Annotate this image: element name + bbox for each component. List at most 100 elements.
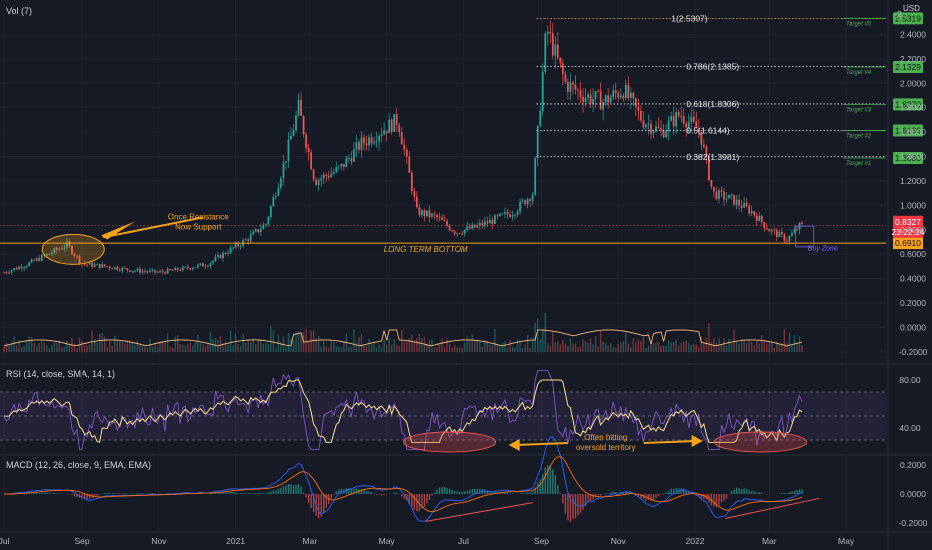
volume-bar (401, 329, 403, 352)
volume-bar (592, 344, 594, 352)
macd-histogram-bar (479, 488, 481, 494)
macd-histogram-bar (96, 494, 98, 496)
candle-body (305, 134, 307, 149)
candle-body (786, 240, 788, 242)
macd-histogram-bar (539, 479, 541, 494)
macd-histogram-bar (222, 492, 224, 494)
candle-body (723, 191, 725, 200)
candle-body (597, 91, 599, 93)
candle-body (363, 137, 365, 144)
candle-body (617, 93, 620, 98)
oversold-arrowhead-right (691, 435, 703, 447)
candle-body (285, 161, 287, 163)
volume-bar (20, 346, 23, 352)
long-term-bottom-label: LONG TERM BOTTOM (384, 245, 468, 254)
candle-body (259, 229, 262, 233)
candle-body (642, 120, 645, 128)
macd-histogram-bar (262, 493, 264, 494)
price-tick-label: 1.0000 (900, 200, 926, 210)
macd-histogram-bar (433, 492, 436, 494)
volume-bar (667, 340, 670, 352)
volume-bar (796, 344, 798, 352)
volume-bar (234, 333, 237, 352)
volume-bar (68, 343, 71, 352)
candle-body (106, 266, 109, 268)
macd-histogram-bar (385, 494, 388, 495)
candle-body (695, 121, 698, 129)
volume-bar (428, 340, 431, 352)
candle-body (624, 84, 627, 99)
volume-bar (403, 341, 405, 352)
macd-histogram-bar (471, 489, 473, 494)
macd-tick-label: 0.0000 (900, 489, 926, 499)
volume-bar (262, 343, 264, 352)
macd-histogram-bar (375, 494, 378, 496)
candle-body (682, 116, 685, 124)
macd-histogram-bar (589, 494, 592, 502)
candle-body (451, 230, 453, 232)
volume-bar (486, 340, 489, 352)
candle-body (504, 212, 506, 214)
macd-histogram-bar (393, 492, 395, 494)
candle-body (514, 214, 516, 216)
volume-bar (479, 340, 481, 352)
candle-body (355, 142, 358, 150)
macd-histogram-bar (786, 492, 788, 494)
candle-body (33, 259, 36, 261)
buy-zone-box (795, 225, 815, 248)
candle-body (28, 262, 31, 266)
macd-histogram-bar (244, 493, 247, 494)
macd-histogram-bar (93, 494, 96, 497)
macd-histogram-bar (71, 494, 73, 495)
candle-body (126, 268, 129, 271)
volume-bar (670, 342, 672, 352)
macd-histogram-bar (572, 494, 574, 520)
candle-body (655, 126, 657, 132)
macd-histogram-bar (317, 494, 320, 519)
candle-body (262, 224, 265, 230)
macd-histogram-bar (554, 475, 557, 494)
candle-body (687, 122, 690, 128)
candle-body (146, 271, 149, 273)
candle-body (390, 119, 393, 132)
volume-bar (267, 343, 270, 352)
macd-histogram-bar (486, 490, 489, 494)
macd-histogram-bar (484, 489, 486, 494)
volume-bar (41, 339, 43, 352)
candle-body (745, 202, 748, 207)
macd-histogram-bar (783, 493, 786, 494)
macd-histogram-bar (36, 492, 38, 494)
macd-histogram-bar (370, 491, 373, 494)
candle-body (705, 146, 708, 157)
volume-bar (491, 345, 494, 352)
volume-bar (481, 346, 484, 352)
target-label: Target #5 (846, 21, 872, 27)
candle-body (5, 272, 8, 274)
volume-bar (657, 341, 660, 352)
macd-histogram-bar (564, 494, 567, 514)
macd-histogram-bar (524, 493, 526, 494)
candle-body (196, 264, 199, 268)
candle-body (765, 227, 768, 230)
volume-bar (179, 343, 181, 352)
candle-body (466, 226, 469, 230)
candle-body (229, 247, 232, 254)
candle-body (131, 271, 134, 272)
volume-bar (36, 345, 38, 352)
macd-histogram-bar (647, 494, 650, 500)
candle-body (194, 267, 197, 269)
volume-bar (607, 345, 609, 352)
volume-bar (73, 343, 76, 352)
volume-bar (469, 338, 471, 352)
macd-histogram-bar (715, 494, 718, 507)
volume-bar (199, 343, 202, 352)
volume-bar (375, 347, 378, 352)
macd-histogram-bar (383, 494, 385, 495)
volume-bar (625, 332, 627, 352)
volume-bar (733, 329, 735, 352)
volume-bar (599, 331, 602, 352)
candle-body (169, 268, 172, 270)
volume-bar (177, 335, 179, 352)
